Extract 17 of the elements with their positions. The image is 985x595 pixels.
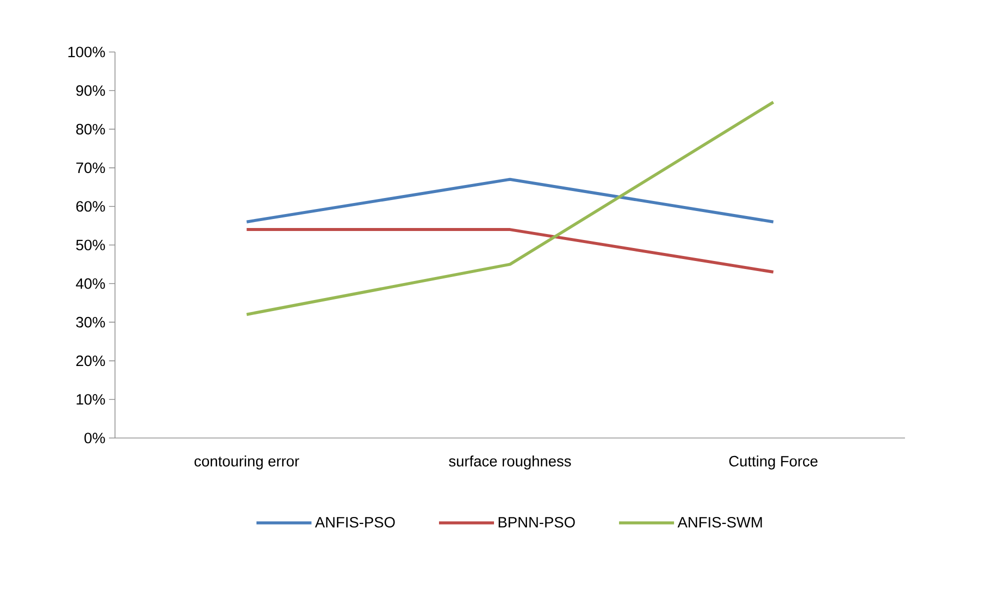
- legend-label: BPNN-PSO: [498, 516, 575, 528]
- y-tick-label: 100%: [68, 46, 105, 58]
- y-tick-label: 90%: [76, 85, 105, 96]
- y-tick-label: 10%: [76, 394, 105, 405]
- y-tick-label: 70%: [76, 162, 105, 174]
- y-tick-label: 50%: [76, 240, 105, 250]
- y-tick-label: 60%: [76, 201, 105, 212]
- y-tick-label: 30%: [76, 316, 105, 328]
- y-tick-label: 80%: [76, 124, 105, 134]
- x-tick-label: surface roughness: [448, 456, 571, 470]
- y-tick-label: 20%: [76, 356, 105, 366]
- x-tick-label: contouring error: [194, 456, 300, 470]
- y-tick-label: 0%: [84, 432, 105, 444]
- y-tick-label: 40%: [76, 278, 105, 289]
- legend-label: ANFIS-SWM: [678, 516, 762, 528]
- legend-label: ANFIS-PSO: [314, 516, 395, 528]
- x-tick-label: Cutting Force: [729, 456, 818, 470]
